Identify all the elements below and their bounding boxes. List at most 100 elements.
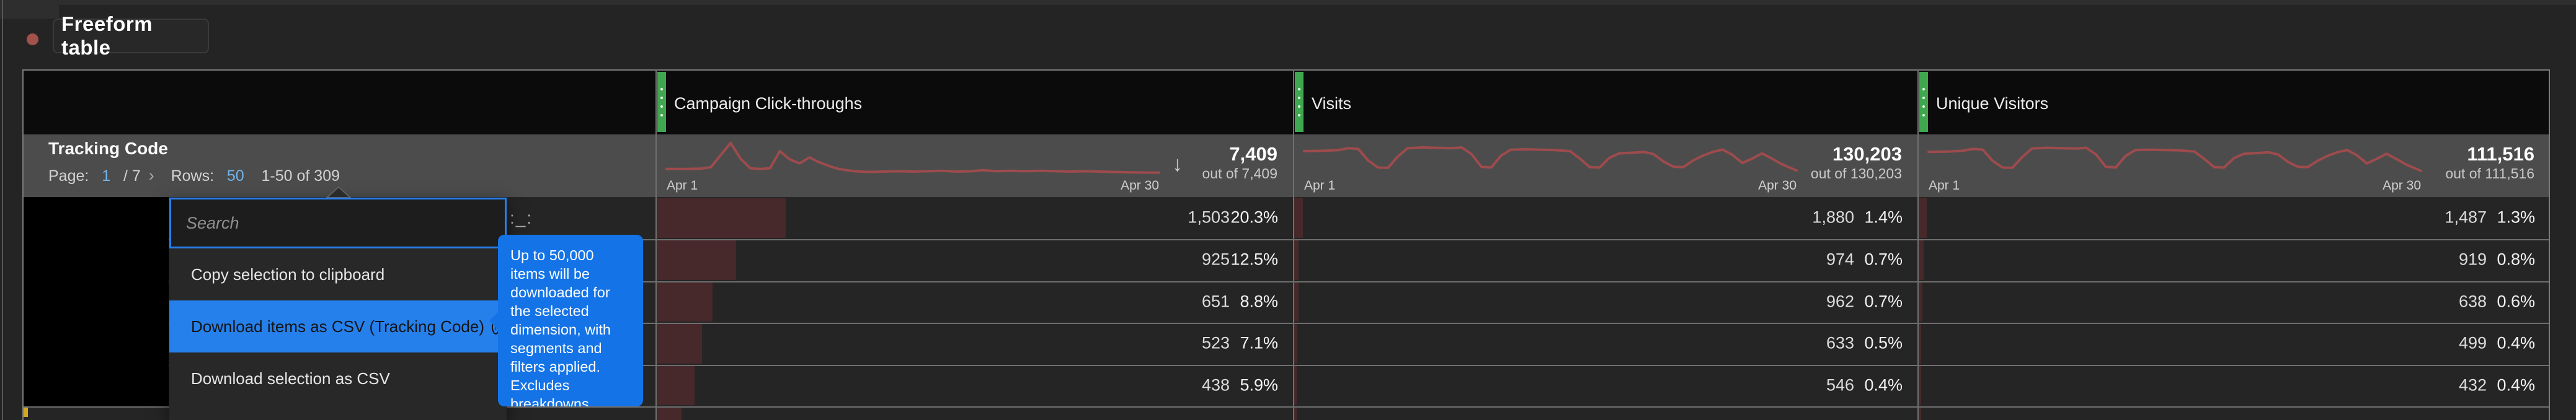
table-row[interactable]: 523 7.1% (657, 324, 1292, 364)
percent-bar (657, 198, 786, 238)
percent-bar (1919, 282, 1922, 322)
percent-bar (1919, 366, 1921, 405)
sparkline-axis-labels: Apr 1 Apr 30 (1929, 178, 2421, 193)
search-placeholder: Search (186, 213, 239, 232)
table-row[interactable]: 633 0.5% (1294, 324, 1916, 364)
percent-bar (1294, 282, 1299, 322)
percent-bar (1919, 198, 1927, 238)
table-row[interactable]: 438 5.9% (657, 366, 1292, 405)
table-row[interactable]: 1,503 20.3% (657, 198, 1292, 238)
next-page-chevron-icon[interactable]: › (148, 166, 154, 185)
column-totals: 7,409 out of 7,409 (1088, 143, 1278, 182)
metric-column-header[interactable]: Unique Visitors (1936, 94, 2049, 113)
table-row[interactable]: 638 0.6% (1919, 282, 2549, 322)
page-number-link[interactable]: 1 (102, 167, 111, 185)
axis-start-label: Apr 1 (667, 178, 698, 193)
menu-item-label: Download selection as CSV (191, 369, 390, 388)
metric-value: 438 (1201, 375, 1230, 394)
metric-value: 633 (1826, 333, 1854, 352)
percent-bar (1294, 240, 1299, 280)
row-gridline (24, 406, 2549, 408)
percent-bar (657, 408, 682, 420)
percent-bar (1294, 366, 1297, 405)
dimension-column-header[interactable]: Tracking Code (48, 139, 168, 158)
drag-handle-dot (1298, 96, 1300, 99)
percent-bar (1919, 240, 1924, 280)
metric-percent: 0.7% (1864, 250, 1903, 269)
menu-item[interactable]: Download selection as CSV (169, 352, 507, 405)
table-row-partial[interactable] (1919, 408, 2549, 420)
download-help-tooltip: Up to 50,000 items will be downloaded fo… (498, 235, 643, 406)
column-drag-handle[interactable] (1919, 72, 1928, 132)
metric-value: 638 (2458, 291, 2487, 310)
menu-item[interactable]: Download items as CSV (Tracking Code)? (169, 300, 507, 352)
metric-percent: 0.4% (2497, 375, 2535, 394)
metric-value: 546 (1826, 375, 1854, 394)
metric-column-header[interactable]: Visits (1312, 94, 1352, 113)
metric-percent: 0.8% (2497, 250, 2535, 269)
percent-bar (657, 282, 713, 322)
table-row-partial[interactable] (1294, 408, 1916, 420)
sparkline-axis-labels: Apr 1 Apr 30 (1304, 178, 1797, 193)
metric-value: 1,880 (1812, 208, 1854, 227)
drag-handle-dot (660, 105, 663, 108)
percent-bar (657, 240, 736, 280)
metric-value: 432 (2458, 375, 2487, 394)
percent-bar (1919, 408, 1921, 420)
table-row[interactable]: 432 0.4% (1919, 366, 2549, 405)
column-drag-handle[interactable] (1295, 72, 1304, 132)
dimension-value-fragment: :_: (510, 208, 533, 227)
menu-item[interactable]: Create hyperlinks for all dimension item… (169, 405, 507, 420)
rows-count-link[interactable]: 50 (226, 167, 244, 185)
percent-bar (657, 366, 695, 405)
table-row[interactable]: 651 8.8% (657, 282, 1292, 322)
menu-search-field[interactable]: Search (169, 198, 507, 248)
table-row[interactable]: 962 0.7% (1294, 282, 1916, 322)
table-row[interactable]: 925 12.5% (657, 240, 1292, 280)
metric-percent: 1.4% (1864, 208, 1903, 227)
metric-percent: 12.5% (1230, 250, 1278, 269)
table-row-partial[interactable] (657, 408, 1292, 420)
table-row[interactable]: 974 0.7% (1294, 240, 1916, 280)
drag-handle-dot (660, 113, 663, 116)
percent-bar (657, 324, 702, 364)
total-out-of-label: out of 111,516 (2445, 165, 2534, 182)
column-drag-handle[interactable] (657, 72, 666, 132)
row-gridline (24, 239, 2549, 240)
sort-descending-icon[interactable]: ↓ (1172, 152, 1183, 176)
axis-start-label: Apr 1 (1304, 178, 1336, 193)
drag-handle-dot (1922, 113, 1925, 116)
row-gridline (24, 281, 2549, 282)
table-row[interactable]: 499 0.4% (1919, 324, 2549, 364)
tooltip-arrow (489, 312, 499, 330)
metric-percent: 0.7% (1864, 291, 1903, 310)
total-value: 111,516 (2467, 143, 2534, 165)
percent-bar (1294, 324, 1297, 364)
top-divider (0, 0, 2576, 5)
total-value: 7,409 (1229, 143, 1277, 165)
metric-percent: 0.6% (2497, 291, 2535, 310)
percent-bar (1294, 408, 1297, 420)
metric-column-header[interactable]: Campaign Click-throughs (674, 94, 863, 113)
percent-bar (1294, 198, 1303, 238)
table-row[interactable]: 1,880 1.4% (1294, 198, 1916, 238)
panel-title-box[interactable]: Freeform table (53, 12, 209, 59)
table-row[interactable]: 546 0.4% (1294, 366, 1916, 405)
metric-value: 523 (1201, 333, 1230, 352)
metric-value: 499 (2458, 333, 2487, 352)
table-row[interactable]: 919 0.8% (1919, 240, 2549, 280)
page-title: Freeform table (61, 12, 153, 59)
page-label: Page: (48, 167, 89, 185)
metric-value: 651 (1201, 291, 1230, 310)
panel-bullet-icon (27, 33, 38, 45)
menu-item[interactable]: Copy selection to clipboard (169, 248, 507, 300)
axis-end-label: Apr 30 (1758, 178, 1797, 193)
metric-percent: 8.8% (1240, 291, 1278, 310)
context-menu: Search Copy selection to clipboard Downlo… (169, 198, 507, 420)
metric-value: 1,503 (1188, 208, 1230, 227)
drag-handle-dot (1922, 87, 1925, 90)
total-out-of-label: out of 130,203 (1810, 165, 1902, 182)
table-row[interactable]: 1,487 1.3% (1919, 198, 2549, 238)
rows-label: Rows: (171, 167, 215, 185)
metric-value: 962 (1826, 291, 1854, 310)
